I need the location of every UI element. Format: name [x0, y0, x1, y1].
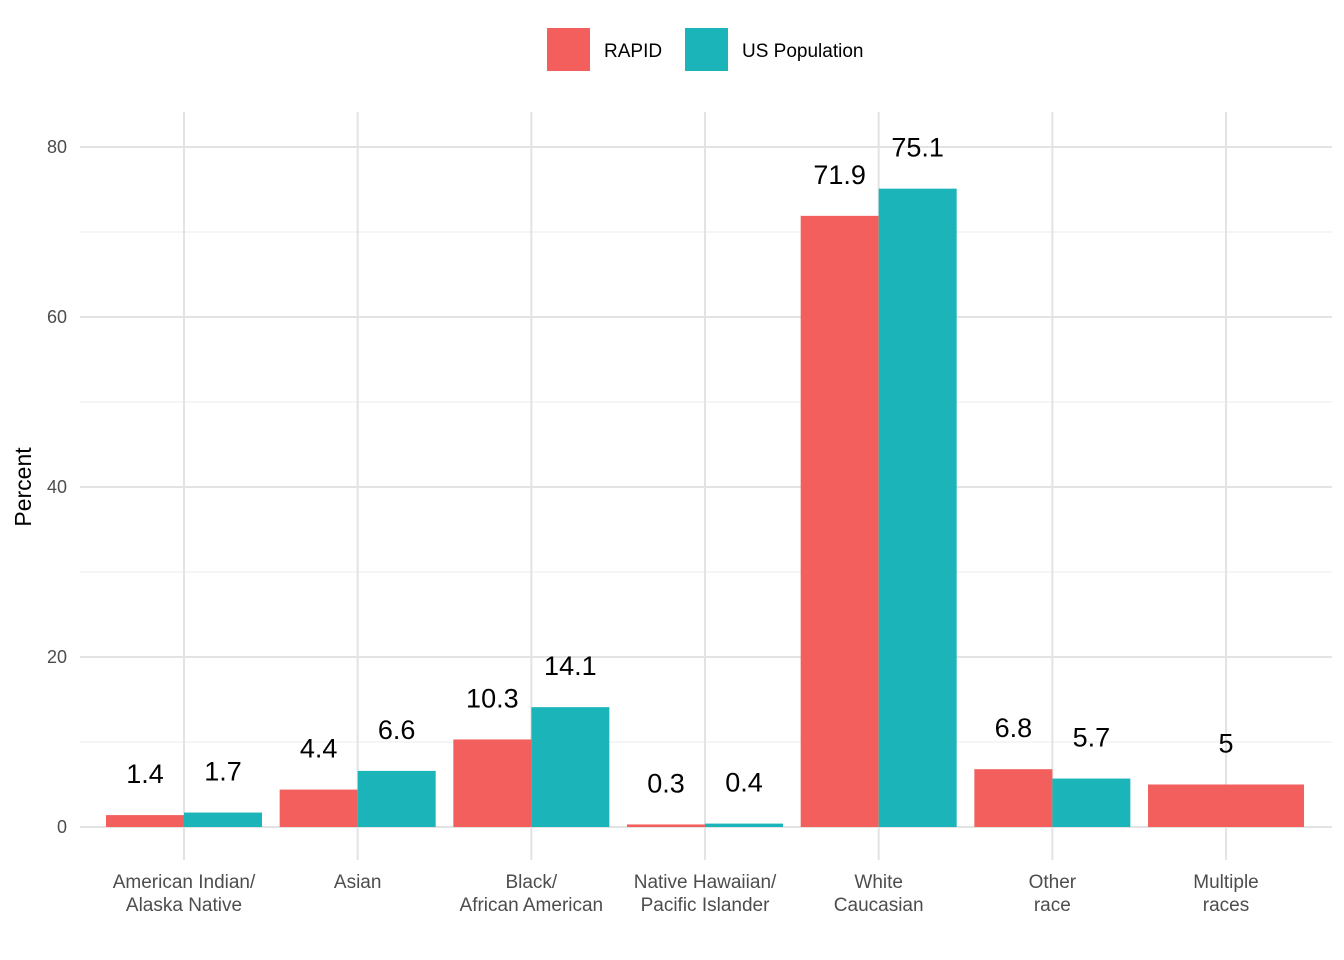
bar-value-label: 0.4: [725, 768, 763, 798]
bar: [453, 739, 532, 827]
x-category-label-line: Asian: [334, 872, 382, 893]
bar-value-labels: 1.4 1.7 4.4 6.6 10.3 14.1 0.3 0.4 71.9 75.1 6.8 5.7…: [126, 133, 1233, 799]
bar: [531, 707, 610, 827]
bar: [1052, 778, 1131, 827]
y-tick-label: 0: [57, 817, 67, 837]
x-category-label-line: races: [1203, 895, 1249, 916]
x-category-label-line: Native Hawaiian/: [634, 872, 777, 893]
legend-key: [685, 28, 728, 71]
x-category-label: Other race: [1029, 872, 1077, 916]
x-category-label-line: Multiple: [1193, 872, 1258, 893]
bar-value-label: 4.4: [300, 734, 338, 764]
y-tick-label: 80: [47, 137, 67, 157]
bar: [878, 188, 957, 827]
bar-value-label: 1.4: [126, 759, 164, 789]
bar: [357, 770, 436, 827]
x-category-label-line: Black/: [505, 872, 557, 893]
y-tick-label: 40: [47, 477, 67, 497]
y-tick-label: 20: [47, 647, 67, 667]
x-category-label-line: American Indian/: [113, 872, 256, 893]
bar-value-label: 6.6: [378, 715, 416, 745]
bar-value-label: 5: [1219, 729, 1234, 759]
bar: [974, 769, 1053, 827]
x-category-label: White Caucasian: [834, 872, 924, 916]
bar: [279, 789, 358, 827]
bar: [627, 824, 706, 827]
x-category-label-line: African American: [460, 895, 604, 916]
bar-value-label: 1.7: [204, 757, 242, 787]
bar: [800, 215, 879, 828]
x-category-label: Asian: [334, 872, 382, 893]
bar: [106, 815, 184, 827]
x-category-label-line: Caucasian: [834, 895, 924, 916]
x-category-label-line: Pacific Islander: [641, 895, 771, 916]
legend: RAPID US Population: [547, 28, 863, 71]
bar-value-label: 71.9: [813, 160, 866, 190]
y-axis-title: Percent: [10, 447, 36, 527]
grid-lines: [80, 112, 1332, 860]
x-category-label: Black/African American: [460, 872, 604, 916]
x-axis-categories: American Indian/Alaska Native Asian Black/…: [113, 872, 1259, 916]
legend-label: RAPID: [604, 41, 662, 62]
y-tick-label: 60: [47, 307, 67, 327]
bar-value-label: 14.1: [544, 651, 597, 681]
bars: [106, 188, 1305, 828]
bar: [705, 823, 784, 827]
bar-value-label: 6.8: [995, 713, 1033, 743]
x-category-label-line: race: [1034, 895, 1071, 916]
bar-value-label: 75.1: [891, 133, 944, 163]
x-category-label-line: Other: [1029, 872, 1077, 893]
bar-value-label: 0.3: [647, 768, 685, 798]
legend-key: [547, 28, 590, 71]
x-category-label: Multiple races: [1193, 872, 1258, 916]
y-axis-ticks: 0 20 40 60 80: [47, 137, 67, 837]
x-category-label: Native Hawaiian/Pacific Islander: [634, 872, 777, 916]
bar: [184, 812, 262, 827]
x-category-label: American Indian/Alaska Native: [113, 872, 256, 916]
bar: [1148, 784, 1305, 827]
bar-value-label: 5.7: [1073, 723, 1111, 753]
legend-label: US Population: [742, 41, 863, 62]
x-category-label-line: White: [854, 872, 903, 893]
bar-value-label: 10.3: [466, 683, 519, 713]
x-category-label-line: Alaska Native: [126, 895, 242, 916]
